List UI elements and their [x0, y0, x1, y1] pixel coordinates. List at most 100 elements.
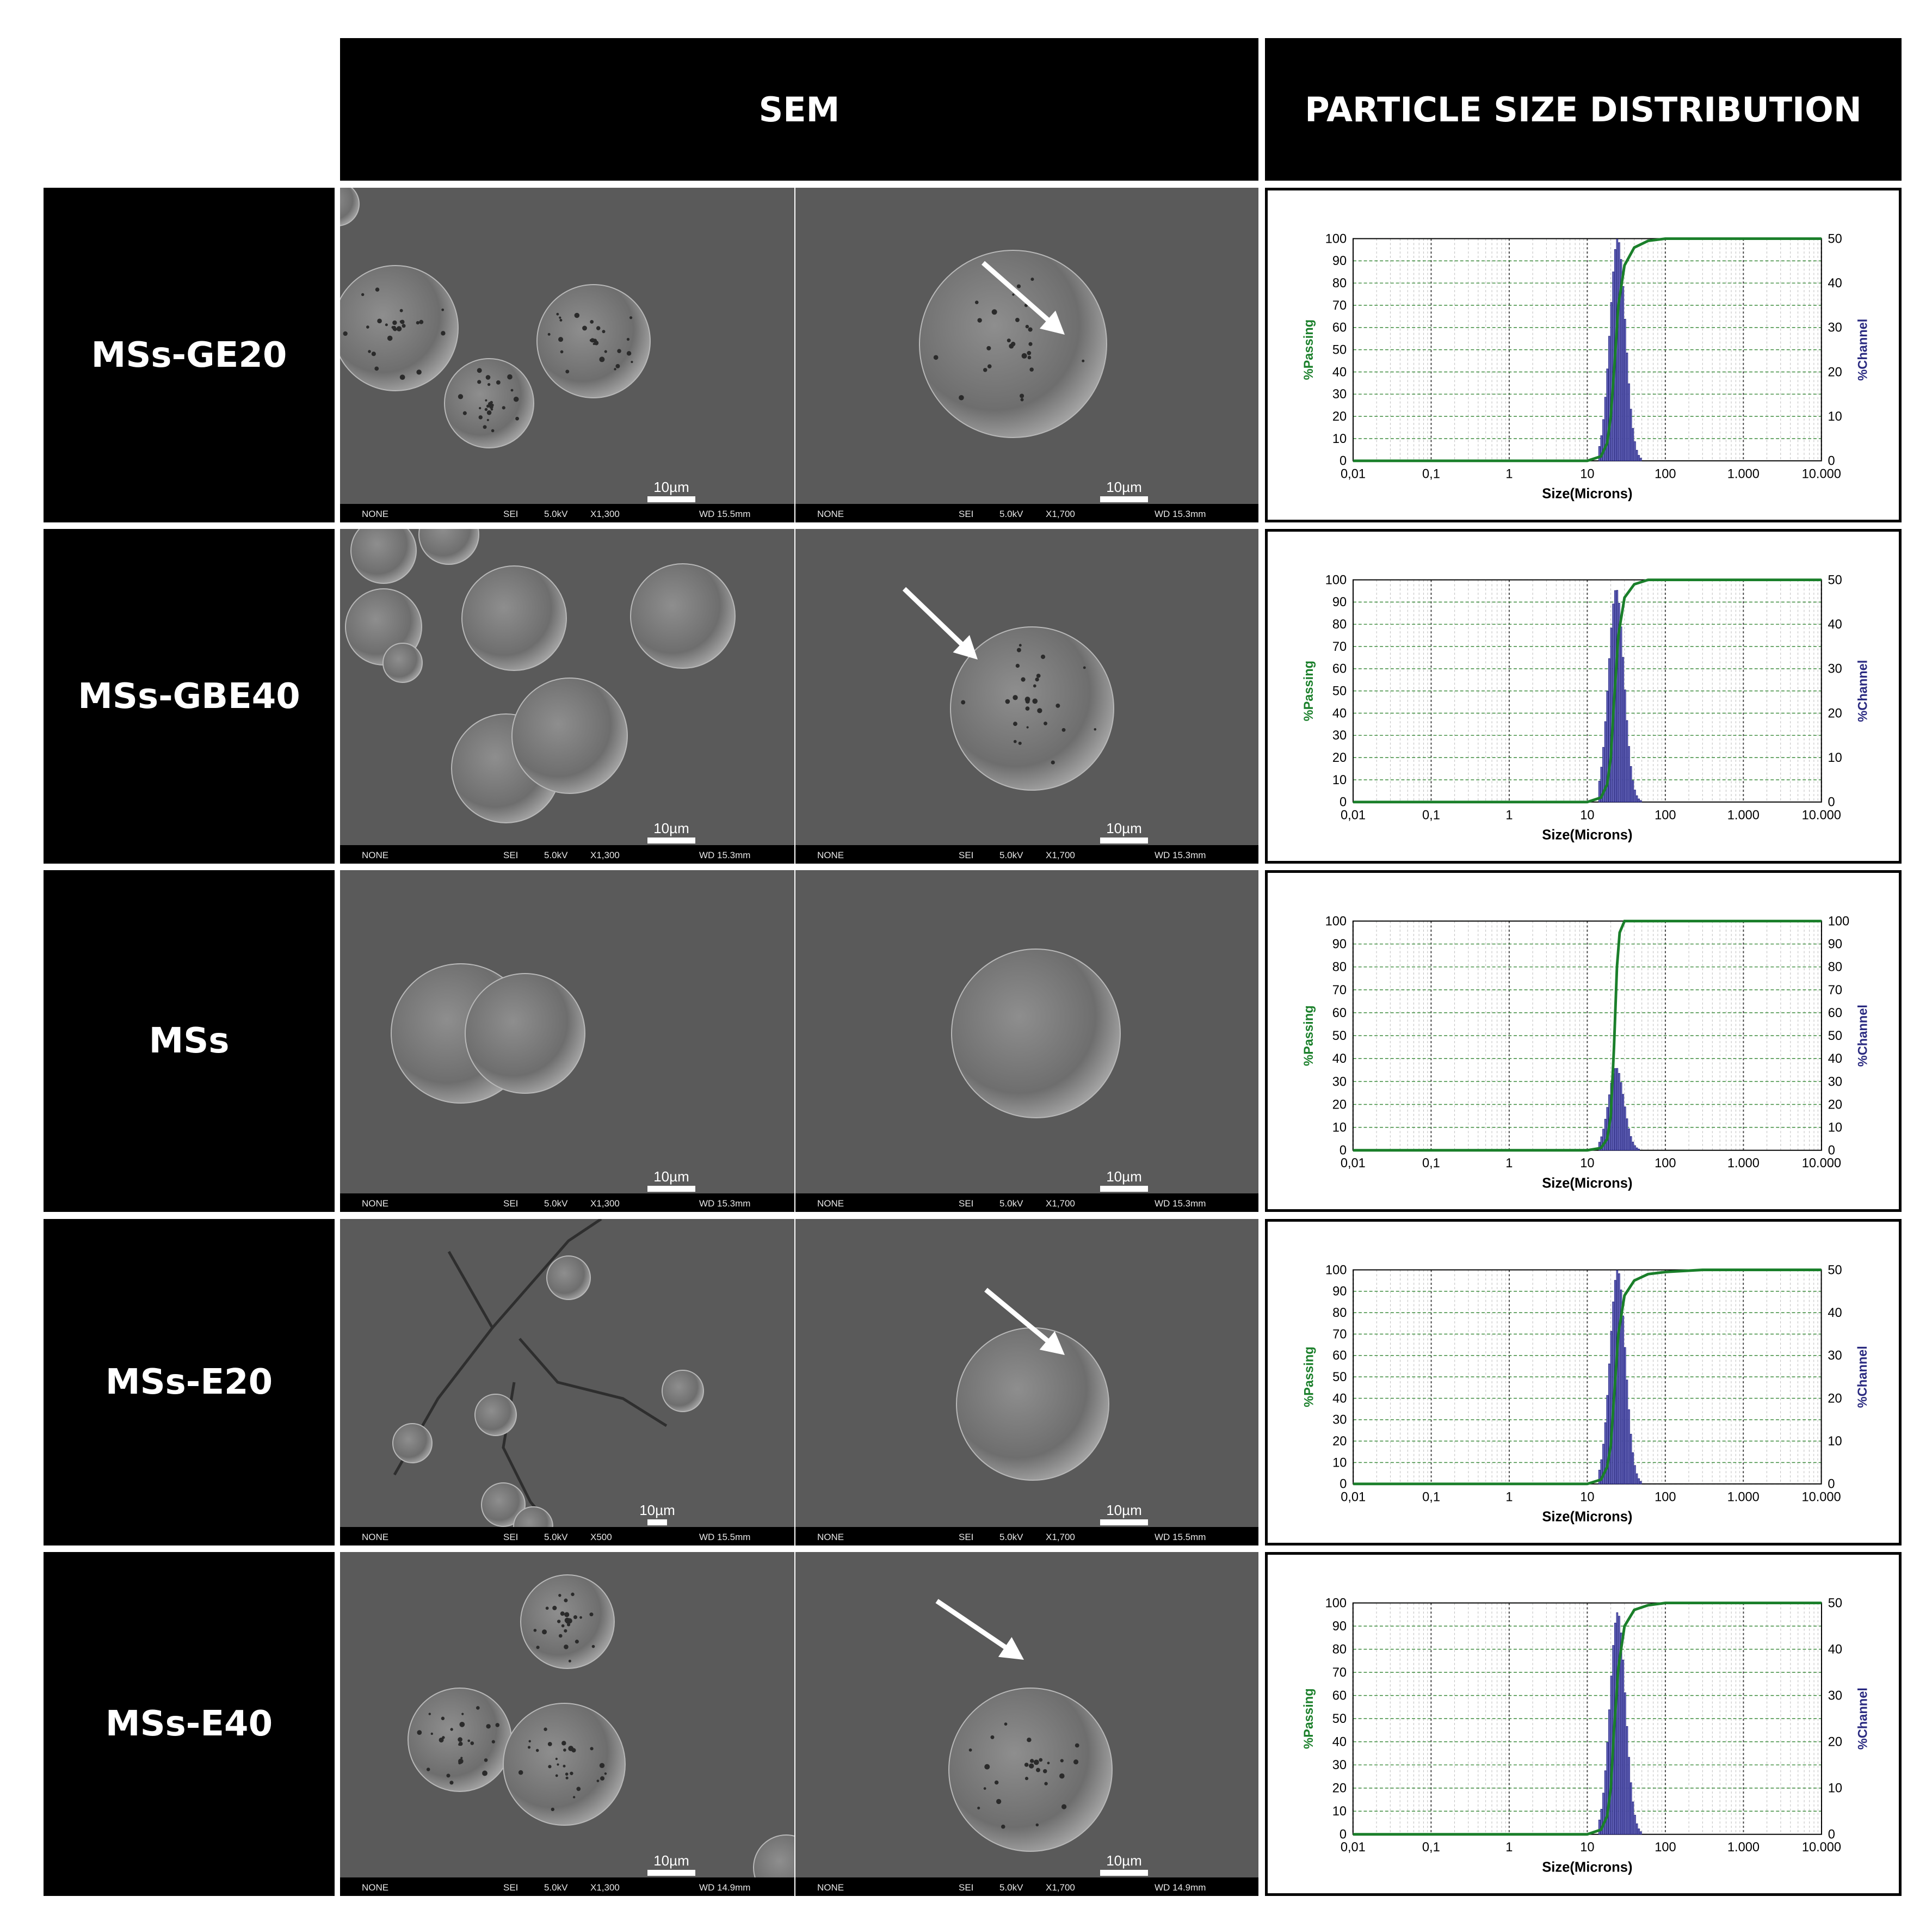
sem-arrowhead — [1039, 1331, 1065, 1355]
psd-y-tick-right: 50 — [1828, 1029, 1842, 1043]
sem-microsphere — [350, 529, 417, 584]
psd-y-tick-left: 90 — [1332, 595, 1347, 609]
sem-working-distance-label: WD 15.3mm — [1155, 509, 1206, 519]
sem-pore — [1061, 1804, 1067, 1809]
sem-pore — [1028, 327, 1033, 332]
sem-arrow — [984, 1288, 1055, 1348]
sem-pore — [470, 1741, 474, 1745]
sem-pore — [416, 370, 422, 375]
sem-microsphere — [950, 626, 1114, 791]
sem-magnification-label: X1,300 — [590, 1882, 620, 1893]
sem-pore — [559, 318, 563, 322]
sem-pore — [1001, 1824, 1005, 1829]
sem-pore — [533, 1629, 537, 1632]
sem-signal-label: SEI — [959, 1198, 973, 1209]
sem-detector-label: NONE — [817, 509, 844, 519]
sem-pore — [513, 396, 519, 402]
sem-pore — [1016, 284, 1021, 288]
sem-pore — [564, 1617, 570, 1623]
psd-channel-bar — [1634, 1815, 1636, 1835]
psd-channel-bar — [1624, 319, 1626, 461]
sem-pore — [485, 399, 487, 402]
sem-pore — [631, 361, 633, 364]
sem-pore — [561, 1624, 565, 1628]
psd-channel-bar — [1629, 766, 1632, 803]
sem-pore — [459, 1721, 465, 1727]
psd-y-tick-left: 0 — [1340, 796, 1347, 810]
psd-y-tick-left: 50 — [1332, 1370, 1347, 1384]
sem-pore — [629, 316, 633, 319]
sem-pore — [1020, 398, 1024, 402]
psd-y-tick-right: 30 — [1828, 321, 1842, 335]
psd-y-tick-left: 40 — [1332, 706, 1347, 721]
sem-image-mss-low: NONE SEI 5.0kV X1,300 WD 15.3mm 10µm — [340, 870, 794, 1212]
sem-working-distance-label: WD 14.9mm — [1155, 1882, 1206, 1893]
psd-channel-bar — [1632, 780, 1634, 803]
psd-channel-bar — [1608, 336, 1610, 461]
sem-scale-bar — [647, 496, 695, 502]
sem-image-mss-gbe40-low: NONE SEI 5.0kV X1,300 WD 15.3mm 10µm — [340, 529, 794, 864]
sem-pore — [1013, 695, 1018, 700]
psd-passing-curve — [1353, 1269, 1822, 1486]
psd-y-tick-right: 10 — [1828, 1121, 1842, 1135]
sem-scale-label: 10µm — [1106, 1168, 1142, 1185]
psd-channel-bar — [1602, 419, 1604, 461]
psd-channel-bar — [1632, 428, 1634, 461]
sem-pore — [387, 335, 393, 341]
psd-y-tick-right: 100 — [1828, 914, 1849, 928]
sem-pore — [1036, 673, 1041, 678]
psd-y-tick-left: 30 — [1332, 729, 1347, 743]
sem-scale-bar — [1100, 1519, 1148, 1525]
sem-magnification-label: X500 — [590, 1532, 612, 1542]
sem-pore — [557, 1763, 559, 1766]
psd-x-axis-label: Size(Microns) — [1542, 1860, 1632, 1875]
sem-scale-label: 10µm — [1106, 1502, 1142, 1518]
sem-pore — [1015, 318, 1020, 322]
sem-scale-label: 10µm — [1106, 479, 1142, 495]
psd-channel-bar — [1626, 1380, 1628, 1485]
row-label-mss: MSs — [44, 870, 335, 1212]
psd-y-tick-left: 20 — [1332, 1434, 1347, 1449]
sem-column-header: SEM — [340, 38, 1258, 181]
sem-pore — [486, 418, 489, 421]
psd-y-tick-right: 10 — [1828, 751, 1842, 765]
sem-pore — [1026, 726, 1029, 729]
sem-pore — [570, 1771, 573, 1775]
sem-pore — [392, 327, 397, 331]
psd-y-axis-label-left: %Passing — [1302, 1005, 1316, 1066]
sem-pore — [561, 1740, 566, 1746]
sem-pore — [564, 1612, 570, 1617]
psd-x-tick: 1 — [1505, 808, 1513, 822]
psd-x-axis-label: Size(Microns) — [1542, 828, 1632, 843]
sem-scale-label: 10µm — [639, 1502, 675, 1518]
psd-y-tick-left: 100 — [1325, 573, 1347, 587]
psd-channel-bar — [1634, 790, 1636, 803]
psd-y-tick-left: 70 — [1332, 299, 1347, 313]
sem-pore — [515, 416, 519, 421]
psd-channel-bar — [1620, 626, 1622, 803]
psd-x-tick: 100 — [1655, 467, 1676, 481]
sem-signal-label: SEI — [959, 1532, 973, 1542]
sem-magnification-label: X1,700 — [1046, 850, 1075, 860]
sem-pore — [467, 1739, 471, 1742]
sem-pore — [477, 380, 482, 384]
psd-x-tick: 10.000 — [1802, 1840, 1841, 1855]
sem-microsphere — [503, 1703, 626, 1826]
psd-y-tick-left: 0 — [1340, 1828, 1347, 1842]
sem-pore — [488, 402, 492, 406]
psd-channel-bar — [1624, 1347, 1626, 1485]
psd-channel-bar — [1600, 1809, 1603, 1835]
sem-pore — [1030, 278, 1034, 281]
sem-pore — [1059, 1773, 1065, 1779]
sem-pore — [374, 366, 379, 371]
psd-channel-bar — [1626, 353, 1628, 461]
psd-channel-bar — [1640, 458, 1642, 461]
psd-chart-mss-gbe40: 0 10 20 30 40 50 60 70 80 90 100 0 10 20 30 40 50 0,01 0,1… — [1265, 529, 1902, 864]
sem-scale-label: 10µm — [1106, 1852, 1142, 1869]
sem-pore — [1029, 1763, 1034, 1769]
psd-y-tick-left: 10 — [1332, 1121, 1347, 1135]
sem-pore — [1024, 697, 1030, 703]
row-label-mss-gbe40: MSs-GBE40 — [44, 529, 335, 864]
psd-y-tick-left: 20 — [1332, 410, 1347, 424]
psd-y-tick-left: 20 — [1332, 1782, 1347, 1796]
